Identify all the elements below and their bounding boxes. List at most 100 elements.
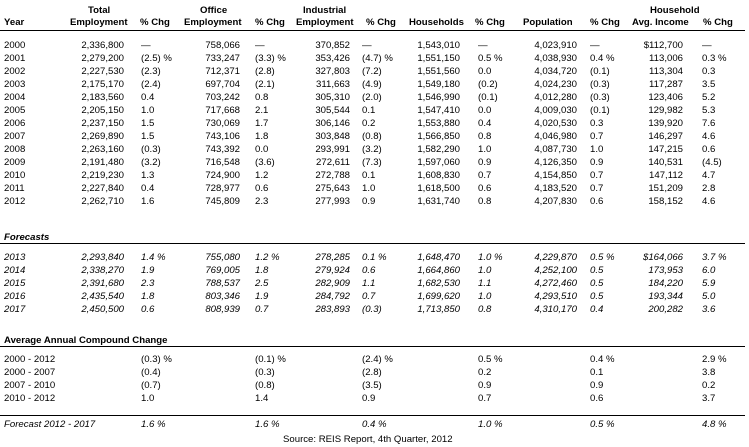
cell-office: 724,900 — [205, 170, 240, 181]
cell-population: 4,183,520 — [534, 183, 577, 194]
cell-total-chg: 1.0 — [141, 393, 155, 404]
cell-households: 1,547,410 — [417, 105, 460, 116]
cell-industrial-chg: 0.4 % — [362, 419, 387, 430]
cell-industrial: 305,544 — [315, 105, 350, 116]
cell-population-chg: (0.1) — [590, 66, 610, 77]
cell-households: 1,648,470 — [417, 252, 460, 263]
cell-total-chg: 1.3 — [141, 170, 155, 181]
cell-total-chg: (2.5) % — [141, 53, 172, 64]
cell-total-chg: 0.4 — [141, 92, 155, 103]
cell-industrial-chg: 1.1 — [362, 278, 376, 289]
cell-income-chg: 4.8 % — [702, 419, 727, 430]
cell-year: 2007 — [4, 131, 26, 142]
cell-industrial-chg: 0.2 — [362, 118, 376, 129]
cell-total-chg: 1.6 % — [141, 419, 166, 430]
cell-total: 2,293,840 — [81, 252, 124, 263]
cell-population-chg: (0.3) — [590, 92, 610, 103]
cell-year: 2005 — [4, 105, 26, 116]
cell-income-chg: 4.7 — [702, 170, 716, 181]
cell-income-chg: 2.9 % — [702, 354, 727, 365]
cell-total-chg: 1.5 — [141, 118, 155, 129]
cell-industrial: 272,611 — [316, 157, 350, 168]
cell-income: $164,066 — [642, 252, 683, 263]
header-industrial-employment-line2: Employment — [296, 17, 354, 28]
cell-office-chg: 0.8 — [255, 92, 269, 103]
cell-office-chg: 1.2 % — [255, 252, 280, 263]
header-total-employment-line2: Employment — [70, 17, 128, 28]
cell-industrial-chg: 0.9 — [362, 196, 376, 207]
cell-industrial-chg: (2.8) — [362, 367, 382, 378]
cell-income-chg: 0.2 — [702, 380, 716, 391]
cell-total: 2,205,150 — [81, 105, 124, 116]
cell-income-chg: 0.3 % — [702, 53, 727, 64]
cell-industrial-chg: (0.3) — [362, 304, 382, 315]
cell-industrial-chg: (3.5) — [362, 380, 382, 391]
cell-population-chg: (0.3) — [590, 79, 610, 90]
cell-industrial-chg: 0.9 — [362, 393, 376, 404]
cell-households: 1,546,990 — [417, 92, 460, 103]
cell-population-chg: 0.9 — [590, 380, 604, 391]
cell-total: 2,219,230 — [81, 170, 124, 181]
average-heading: Average Annual Compound Change — [4, 335, 168, 346]
cell-income: 173,953 — [648, 265, 683, 276]
cell-year: 2000 - 2007 — [4, 367, 56, 378]
cell-office: 755,080 — [205, 252, 240, 263]
cell-population-chg: 0.3 — [590, 118, 604, 129]
cell-population-chg: (0.1) — [590, 105, 610, 116]
cell-population: 4,020,530 — [534, 118, 577, 129]
cell-income-chg: 5.2 — [702, 92, 716, 103]
cell-households-chg: 0.7 — [478, 393, 492, 404]
cell-population-chg: 0.6 — [590, 393, 604, 404]
cell-industrial-chg: 0.7 — [362, 291, 376, 302]
cell-households-chg: 0.6 — [478, 183, 492, 194]
cell-total-chg: — — [141, 40, 151, 51]
cell-income-chg: 4.6 — [702, 131, 716, 142]
header-office-pct-chg: % Chg — [255, 17, 285, 28]
cell-population-chg: 0.5 — [590, 265, 604, 276]
cell-year: 2017 — [4, 304, 26, 315]
cell-office-chg: 0.7 — [255, 304, 269, 315]
cell-year: 2007 - 2010 — [4, 380, 56, 391]
cell-office: 730,069 — [205, 118, 240, 129]
cell-industrial-chg: (4.7) % — [362, 53, 393, 64]
cell-households: 1,631,740 — [417, 196, 460, 207]
cell-office-chg: 1.4 — [255, 393, 269, 404]
cell-population: 4,012,280 — [534, 92, 577, 103]
cell-households: 1,597,060 — [417, 157, 460, 168]
cell-office-chg: (2.1) — [255, 79, 275, 90]
cell-total-chg: 1.6 — [141, 196, 155, 207]
cell-households-chg: 0.7 — [478, 170, 492, 181]
cell-office: 743,106 — [205, 131, 240, 142]
header-industrial-employment-line1: Industrial — [303, 5, 347, 16]
header-total-employment-line1: Total — [88, 5, 111, 16]
cell-total-chg: (0.7) — [141, 380, 161, 391]
cell-year: 2002 — [4, 66, 26, 77]
cell-year: 2008 — [4, 144, 26, 155]
cell-office-chg: (3.3) % — [255, 53, 286, 64]
cell-population: 4,272,460 — [534, 278, 577, 289]
cell-office: 808,939 — [205, 304, 240, 315]
cell-total: 2,435,540 — [81, 291, 124, 302]
cell-industrial: 327,803 — [315, 66, 350, 77]
cell-year: 2010 - 2012 — [4, 393, 56, 404]
cell-industrial-chg: (7.2) — [362, 66, 382, 77]
cell-income-chg: 3.7 — [702, 393, 716, 404]
cell-income-chg: 5.0 — [702, 291, 716, 302]
cell-total-chg: (3.2) — [141, 157, 161, 168]
cell-households-chg: 0.8 — [478, 304, 492, 315]
cell-income-chg: 4.6 — [702, 196, 716, 207]
cell-year: 2013 — [4, 252, 26, 263]
cell-total-chg: 1.4 % — [141, 252, 166, 263]
cell-income-chg: 5.3 — [702, 105, 716, 116]
cell-year: 2011 — [4, 183, 25, 194]
cell-year: 2004 — [4, 92, 26, 103]
cell-income-chg: 0.6 — [702, 144, 716, 155]
header-household-income-line1: Household — [650, 5, 700, 16]
cell-households-chg: (0.2) — [478, 79, 498, 90]
cell-income-chg: 0.3 — [702, 66, 716, 77]
cell-industrial: 353,426 — [315, 53, 350, 64]
cell-total: 2,450,500 — [81, 304, 124, 315]
cell-total: 2,263,160 — [81, 144, 124, 155]
cell-households-chg: 1.0 — [478, 291, 492, 302]
